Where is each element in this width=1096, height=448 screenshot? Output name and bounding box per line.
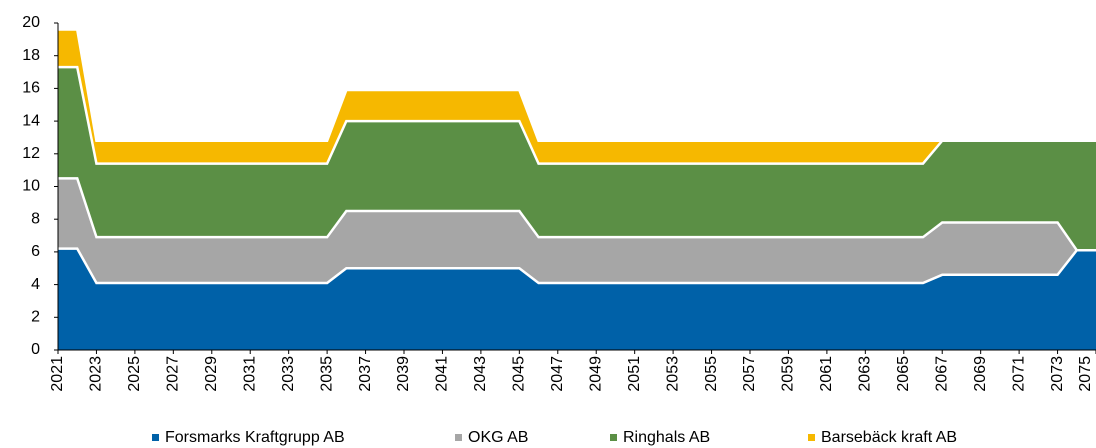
legend-label: Forsmarks Kraftgrupp AB [165, 429, 345, 446]
y-tick-label: 2 [31, 309, 40, 326]
area [58, 178, 1096, 283]
x-tick-label: 2065 [895, 356, 912, 392]
separator [58, 28, 1096, 142]
y-tick-label: 4 [31, 276, 40, 293]
x-tick-label: 2057 [741, 356, 758, 392]
x-tick-label: 2023 [88, 356, 105, 392]
y-tick-label: 0 [31, 341, 40, 358]
separator [58, 177, 1096, 252]
x-tick-label: 2039 [395, 356, 412, 392]
x-tick-label: 2051 [626, 356, 643, 392]
legend-swatch [455, 434, 462, 441]
x-tick-label: 2025 [126, 356, 143, 392]
y-tick-label: 20 [22, 14, 40, 31]
legend-label: Barsebäck kraft AB [821, 429, 957, 446]
legend-label: Ringhals AB [623, 429, 710, 446]
y-tick-label: 16 [22, 80, 40, 97]
x-tick-label: 2075 [1077, 356, 1094, 392]
area [58, 29, 1096, 164]
separator [58, 247, 1096, 285]
x-tick-label: 2043 [472, 356, 489, 392]
x-tick-label: 2061 [818, 356, 835, 392]
legend-swatch [808, 434, 815, 441]
area [58, 67, 1096, 251]
legend-swatch [610, 434, 617, 441]
x-tick-label: 2059 [780, 356, 797, 392]
y-tick-label: 18 [22, 47, 40, 64]
x-tick-label: 2071 [1010, 356, 1027, 392]
x-tick-label: 2053 [664, 356, 681, 392]
x-tick-label: 2067 [933, 356, 950, 392]
legend-swatch [152, 434, 159, 441]
x-tick-label: 2021 [49, 356, 66, 392]
x-tick-label: 2055 [703, 356, 720, 392]
y-tick-label: 14 [22, 112, 40, 129]
y-tick-label: 12 [22, 145, 40, 162]
x-tick-label: 2049 [587, 356, 604, 392]
x-tick-label: 2037 [357, 356, 374, 392]
x-tick-label: 2035 [318, 356, 335, 392]
y-tick-label: 6 [31, 243, 40, 260]
separator [58, 65, 1096, 165]
x-tick-label: 2047 [549, 356, 566, 392]
legend-label: OKG AB [468, 429, 528, 446]
x-tick-label: 2041 [434, 356, 451, 392]
x-tick-label: 2063 [857, 356, 874, 392]
x-tick-label: 2045 [511, 356, 528, 392]
y-tick-label: 10 [22, 178, 40, 195]
x-tick-label: 2073 [1049, 356, 1066, 392]
x-tick-label: 2069 [972, 356, 989, 392]
y-tick-label: 8 [31, 210, 40, 227]
x-tick-label: 2033 [280, 356, 297, 392]
x-tick-label: 2031 [241, 356, 258, 392]
x-tick-label: 2027 [165, 356, 182, 392]
area [58, 248, 1096, 350]
x-tick-label: 2029 [203, 356, 220, 392]
